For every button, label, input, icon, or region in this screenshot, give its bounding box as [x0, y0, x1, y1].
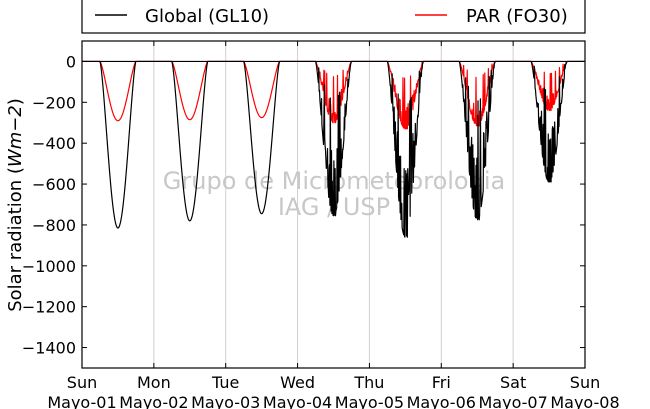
- plot-frame: [81, 40, 586, 369]
- x-tick-label-date: Mayo-08: [550, 393, 619, 409]
- legend-label-global: Global (GL10): [145, 6, 269, 27]
- y-axis-label: Solar radiation (Wm−2): [5, 98, 26, 312]
- y-tick-label: −400: [32, 134, 76, 153]
- x-tick-label-date: Mayo-04: [263, 393, 332, 409]
- x-tick-label-day: Thu: [353, 373, 384, 392]
- series-lines: [82, 60, 585, 238]
- series-line-global: [82, 60, 585, 238]
- x-tick-label-day: Sun: [570, 373, 600, 392]
- x-tick-label-date: Mayo-07: [478, 393, 547, 409]
- x-tick-label-day: Sun: [67, 373, 97, 392]
- x-tick-label-date: Mayo-05: [335, 393, 404, 409]
- y-tick-label: −1200: [22, 298, 76, 317]
- x-tick-label-date: Mayo-03: [191, 393, 260, 409]
- x-axis: SunMayo-01MonMayo-02TueMayo-03WedMayo-04…: [47, 41, 620, 409]
- y-tick-label: −800: [32, 216, 76, 235]
- gridlines: [153, 41, 514, 368]
- x-tick-label-day: Fri: [432, 373, 451, 392]
- x-tick-label-date: Mayo-01: [47, 393, 116, 409]
- y-tick-label: −1400: [22, 339, 76, 358]
- y-tick-label: 0: [66, 52, 76, 71]
- y-tick-label: −1000: [22, 257, 76, 276]
- legend-label-par: PAR (FO30): [466, 6, 568, 27]
- y-axis: 0 −200 −400 −600 −800 −1000 −1200 −1400: [22, 52, 585, 358]
- y-tick-label: −200: [32, 93, 76, 112]
- x-tick-label-date: Mayo-02: [119, 393, 188, 409]
- y-tick-label: −600: [32, 175, 76, 194]
- legend: Global (GL10) PAR (FO30): [81, 0, 586, 34]
- x-tick-label-day: Tue: [211, 373, 239, 392]
- x-tick-label-day: Wed: [280, 373, 315, 392]
- x-tick-label-day: Mon: [137, 373, 171, 392]
- x-tick-label-date: Mayo-06: [407, 393, 476, 409]
- x-tick-label-day: Sat: [500, 373, 526, 392]
